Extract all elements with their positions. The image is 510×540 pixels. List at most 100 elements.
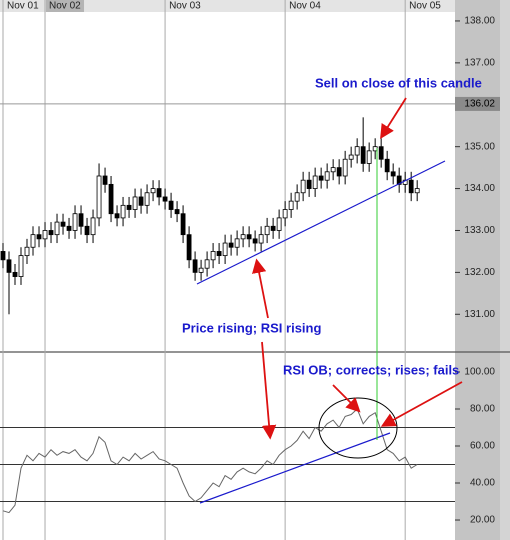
candle-body — [54, 221, 60, 236]
candle-body — [186, 234, 192, 261]
y-tick-label: 133.00 — [464, 225, 495, 236]
candle-body — [336, 167, 342, 177]
candle-body — [48, 230, 54, 236]
annotation: Price rising; RSI rising — [182, 320, 321, 335]
candle-body — [366, 150, 372, 164]
x-tick-label: Nov 05 — [409, 1, 441, 12]
candle-body — [150, 188, 156, 194]
x-tick-label: Nov 04 — [289, 1, 321, 12]
candle-body — [198, 267, 204, 273]
candle-body — [162, 196, 168, 202]
date-label-box — [4, 0, 43, 12]
candle-body — [114, 213, 120, 219]
candle-body — [60, 221, 66, 227]
candle-body — [312, 175, 318, 189]
arrow — [380, 97, 407, 140]
candle-body — [360, 146, 366, 164]
candle-body — [30, 234, 36, 248]
arrow — [252, 258, 269, 319]
candle-body — [6, 259, 12, 273]
x-tick-label: Nov 01 — [7, 1, 39, 12]
candle-body — [330, 167, 336, 173]
candle-body — [414, 188, 420, 194]
candle-body — [300, 179, 306, 194]
date-label-box — [46, 0, 85, 12]
candle-body — [126, 204, 132, 210]
candle-body — [276, 217, 282, 231]
candle-body — [90, 217, 96, 236]
price-trend-line — [196, 160, 446, 285]
candle-body — [108, 183, 114, 215]
candle-body — [354, 146, 360, 156]
candle-body — [144, 192, 150, 206]
y-tick-label: 138.00 — [464, 16, 495, 27]
y-tick-label: 135.00 — [464, 141, 495, 152]
y-tick-label: 137.00 — [464, 57, 495, 68]
candle-body — [216, 251, 222, 257]
candle-body — [408, 179, 414, 194]
candle-body — [258, 234, 264, 244]
x-tick-label: Nov 02 — [49, 1, 81, 12]
price-axis-inner — [455, 0, 500, 540]
rsi-line — [2, 408, 418, 514]
candle-body — [270, 225, 276, 231]
y-tick-label: 60.00 — [470, 441, 495, 452]
candle-body — [348, 154, 354, 160]
y-tick-label: 134.00 — [464, 183, 495, 194]
candle-body — [324, 171, 330, 181]
y-tick-label: 131.00 — [464, 309, 495, 320]
y-tick-label: 20.00 — [470, 515, 495, 526]
candle-body — [204, 259, 210, 269]
candle-body — [42, 230, 48, 240]
candle-body — [264, 225, 270, 236]
date-axis-strip — [0, 0, 455, 12]
candle-body — [252, 238, 258, 244]
candle-body — [282, 209, 288, 219]
candle-body — [234, 238, 240, 248]
candle-body — [156, 188, 162, 198]
date-label-box — [166, 0, 205, 12]
arrow — [332, 384, 361, 413]
y-tick-label: 132.00 — [464, 267, 495, 278]
candle-body — [390, 171, 396, 177]
rsi-trend-line — [199, 432, 391, 504]
annotation: Sell on close of this candle — [315, 75, 482, 90]
candle-body — [72, 213, 78, 231]
candle-body — [24, 246, 30, 257]
candle-body — [174, 209, 180, 215]
candle-body — [378, 146, 384, 160]
candle-body — [78, 213, 84, 227]
annotation: RSI OB; corrects; rises; fails — [283, 362, 459, 377]
candle-body — [12, 271, 18, 277]
candle-body — [246, 234, 252, 240]
candle-body — [96, 175, 102, 219]
candle-body — [294, 192, 300, 202]
candle-body — [306, 179, 312, 189]
candle-body — [102, 175, 108, 185]
candle-body — [210, 251, 216, 261]
x-tick-label: Nov 03 — [169, 1, 201, 12]
arrow — [261, 341, 277, 440]
candle-body — [168, 200, 174, 210]
candle-body — [0, 251, 6, 261]
last-price-box — [455, 96, 500, 111]
candle-body — [192, 259, 198, 273]
last-price-label: 136.02 — [464, 99, 495, 110]
y-tick-label: 40.00 — [470, 478, 495, 489]
candle-body — [36, 234, 42, 240]
candle-body — [318, 175, 324, 181]
date-label-box — [286, 0, 325, 12]
candle-body — [228, 242, 234, 248]
candle-body — [240, 234, 246, 240]
candle-body — [84, 225, 90, 236]
y-tick-label: 100.00 — [464, 367, 495, 378]
candle-body — [342, 158, 348, 177]
arrow — [380, 381, 463, 427]
candle-body — [222, 242, 228, 257]
candle-body — [18, 255, 24, 277]
candle-body — [120, 204, 126, 219]
candle-body — [132, 196, 138, 210]
